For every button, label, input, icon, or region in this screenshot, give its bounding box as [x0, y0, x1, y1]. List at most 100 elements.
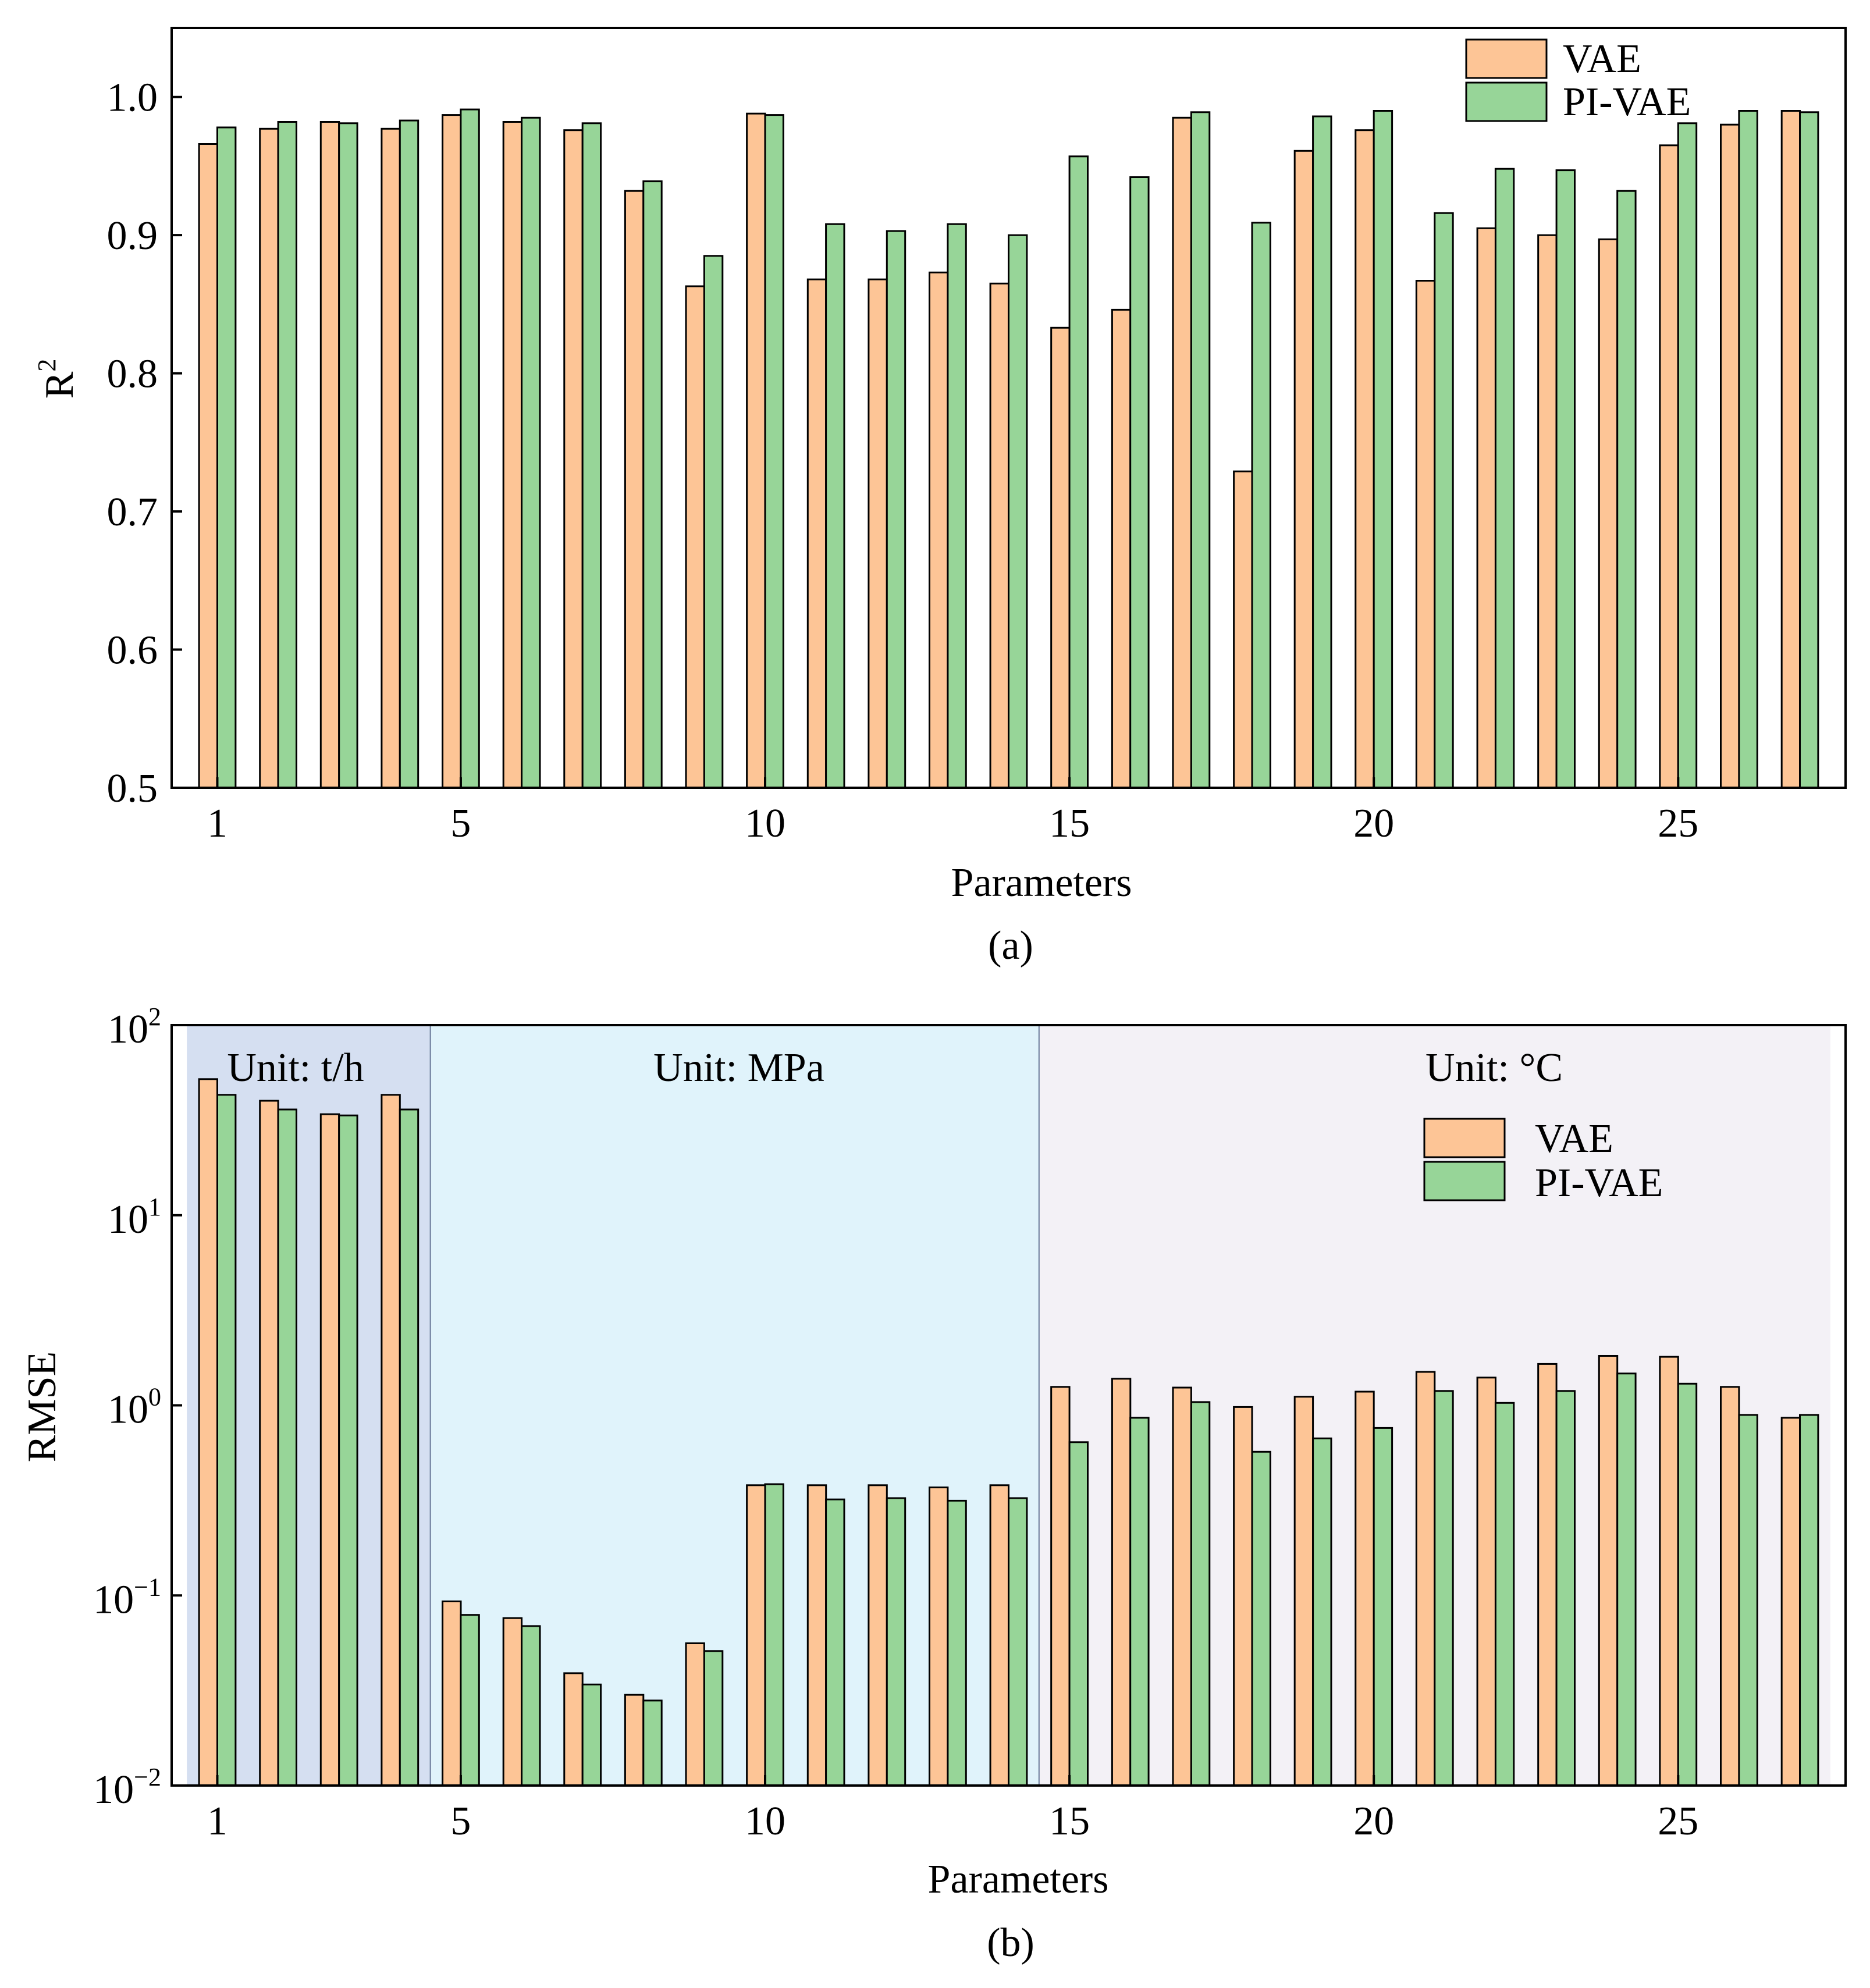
pi-vae-bar-b-1: [216, 1094, 237, 1787]
vae-bar-b-26: [1720, 1386, 1740, 1787]
vae-bar-a-19: [1293, 150, 1314, 789]
panel-b-rmse-chart: Unit: t/h Unit: MPa Unit: °C 10−210−110010…: [20, 1002, 1847, 1965]
panel-b-caption: (b): [987, 1921, 1034, 1965]
vae-bar-b-5: [442, 1601, 462, 1787]
vae-bar-b-4: [381, 1094, 401, 1787]
vae-bar-b-16: [1111, 1378, 1132, 1787]
a-y-tick-label: 0.9: [107, 214, 158, 258]
pi-vae-bar-a-11: [825, 223, 845, 789]
pi-vae-bar-a-18: [1251, 222, 1271, 789]
vae-bar-b-3: [319, 1113, 340, 1787]
pi-vae-bar-a-14: [1008, 234, 1028, 789]
panel-b-y-ticks: 10−2 10−1 100 101 102: [93, 1002, 182, 1812]
b-x-tick-label: 5: [450, 1799, 471, 1844]
a-y-tick-label: 0.6: [107, 628, 158, 673]
b-y-tick-label: 100: [108, 1383, 161, 1432]
pi-vae-bar-b-17: [1190, 1401, 1211, 1787]
vae-bar-a-22: [1476, 227, 1497, 789]
panel-a-y-axis-label: R2: [33, 359, 82, 399]
panel-a-y-ticks: 0.5 0.6 0.7 0.8 0.9 1.0: [107, 76, 182, 811]
b-x-tick-label: 1: [207, 1799, 227, 1844]
pi-vae-bar-b-19: [1312, 1437, 1332, 1787]
vae-bar-b-20: [1354, 1390, 1375, 1787]
pi-vae-bar-a-19: [1312, 115, 1332, 789]
panel-b-y-axis-label: RMSE: [20, 1352, 65, 1463]
panel-a-frame: [170, 27, 1847, 789]
vae-bar-a-24: [1598, 238, 1619, 789]
vae-bar-a-15: [1050, 326, 1071, 789]
vae-bar-b-22: [1476, 1377, 1497, 1787]
pi-vae-bar-a-15: [1068, 155, 1089, 789]
panel-b-frame: [170, 1024, 1847, 1787]
panel-a-caption: (a): [988, 923, 1033, 968]
pi-vae-bar-a-3: [338, 122, 358, 789]
vae-bar-a-5: [442, 114, 462, 789]
panel-a-x-axis-label: Parameters: [951, 860, 1132, 905]
panel-a-bars: [198, 108, 1819, 789]
pi-vae-bar-b-7: [581, 1683, 602, 1787]
b-y-tick-label: 10−1: [93, 1573, 161, 1622]
a-x-tick-label: 1: [207, 801, 227, 846]
unit-region-label-1: Unit: t/h: [227, 1045, 364, 1090]
pi-vae-bar-b-6: [521, 1625, 541, 1787]
pi-vae-bar-a-20: [1373, 110, 1393, 789]
pi-vae-bar-a-2: [277, 121, 298, 789]
pi-vae-bar-b-22: [1494, 1402, 1515, 1787]
vae-bar-b-27: [1780, 1417, 1801, 1787]
pi-vae-bar-a-10: [764, 114, 784, 789]
pi-vae-bar-a-8: [642, 180, 663, 789]
pi-vae-bar-a-9: [703, 255, 724, 789]
b-y-tick-label: 10−2: [93, 1763, 161, 1812]
b-y-tick-label: 101: [108, 1193, 161, 1242]
vae-bar-a-16: [1111, 308, 1132, 789]
pi-vae-bar-b-15: [1068, 1441, 1089, 1787]
pi-vae-bar-a-22: [1494, 168, 1515, 789]
pi-vae-bar-a-13: [947, 223, 967, 789]
legend-a-pivae-label: PI-VAE: [1563, 80, 1691, 125]
pi-vae-bar-a-27: [1799, 111, 1819, 789]
legend-a-vae-swatch: [1465, 38, 1548, 79]
vae-bar-a-25: [1659, 144, 1679, 789]
pi-vae-bar-b-4: [399, 1108, 419, 1787]
pi-vae-bar-b-2: [277, 1108, 298, 1787]
vae-bar-a-13: [929, 271, 949, 789]
b-x-tick-label: 10: [745, 1799, 785, 1844]
vae-bar-a-20: [1354, 129, 1375, 789]
a-y-tick-label: 0.5: [107, 766, 158, 811]
vae-bar-a-18: [1233, 470, 1253, 789]
vae-bar-b-7: [563, 1672, 584, 1787]
pi-vae-bar-b-14: [1008, 1497, 1028, 1787]
pi-vae-bar-b-24: [1616, 1372, 1637, 1787]
vae-bar-b-25: [1659, 1356, 1679, 1787]
pi-vae-bar-a-26: [1738, 110, 1758, 789]
pi-vae-bar-a-25: [1677, 122, 1698, 789]
vae-bar-a-27: [1780, 110, 1801, 789]
pi-vae-bar-b-16: [1129, 1417, 1150, 1787]
panel-b-legend: VAE PI-VAE: [1423, 1116, 1663, 1205]
legend-b-pivae-swatch: [1423, 1161, 1506, 1201]
vae-bar-a-9: [685, 285, 705, 789]
vae-bar-a-7: [563, 129, 584, 789]
a-x-tick-label: 20: [1353, 801, 1394, 846]
legend-b-pivae-label: PI-VAE: [1535, 1161, 1663, 1205]
a-x-tick-label: 5: [450, 801, 471, 846]
pi-vae-bar-a-6: [521, 116, 541, 789]
pi-vae-bar-a-12: [886, 230, 906, 789]
unit-region-label-2: Unit: MPa: [653, 1045, 824, 1090]
vae-bar-a-10: [746, 112, 766, 789]
pi-vae-bar-a-24: [1616, 190, 1637, 789]
pi-vae-bar-b-8: [642, 1699, 663, 1787]
panel-b-bars: [198, 1078, 1819, 1787]
panel-b-x-ticks: 1 5 10 15 20 25: [207, 1775, 1698, 1844]
b-x-tick-label: 15: [1049, 1799, 1090, 1844]
vae-bar-a-21: [1415, 280, 1436, 789]
panel-a-x-ticks: 1 5 10 15 20 25: [207, 777, 1698, 846]
y-label-base: R: [37, 371, 82, 399]
vae-bar-a-1: [198, 143, 219, 789]
vae-bar-b-13: [929, 1486, 949, 1787]
vae-bar-a-17: [1172, 116, 1192, 789]
vae-bar-b-21: [1415, 1371, 1436, 1787]
a-y-tick-label: 0.8: [107, 352, 158, 397]
pi-vae-bar-b-10: [764, 1483, 784, 1787]
